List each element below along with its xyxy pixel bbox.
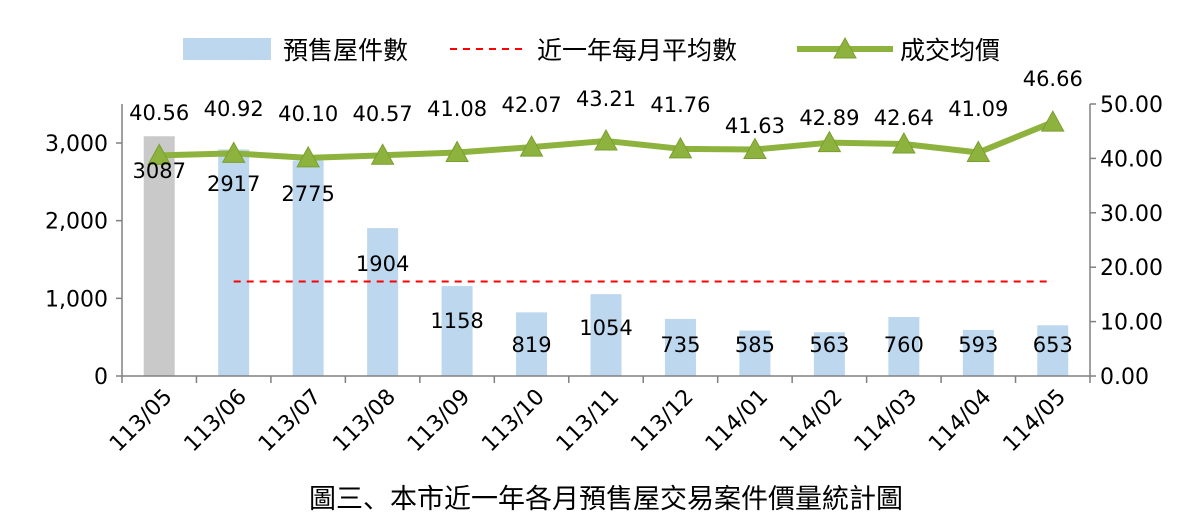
x-tick-label-114-05: 114/05 (999, 385, 1071, 457)
right-tick-label-30: 30.00 (1100, 202, 1163, 227)
price-marker-113-11 (594, 128, 618, 151)
bar-label-113-12: 735 (660, 333, 700, 357)
price-marker-114-04 (966, 140, 991, 162)
price-marker-113-07 (296, 145, 320, 168)
bar-114-04 (962, 329, 994, 376)
left-tick-label-3000: 3,000 (45, 132, 108, 157)
bar-114-02 (813, 332, 845, 376)
chart-caption: 圖三、本市近一年各月預售屋交易案件價量統計圖 (309, 484, 903, 515)
x-tick-label-113-12: 113/12 (626, 385, 698, 457)
bar-data-labels: 3087 2917 2775 1904 1158 819 1054 735 585 563 760 5… (133, 159, 1073, 357)
price-marker-113-12 (668, 136, 693, 159)
bar-113-12 (664, 318, 696, 376)
legend-marker-triangle (833, 36, 857, 59)
right-tick-label-10: 10.00 (1100, 311, 1163, 336)
bar-113-09 (441, 286, 473, 376)
bar-114-05 (1037, 325, 1069, 376)
price-marker-114-02 (817, 130, 842, 153)
x-tick-label-113-06: 113/06 (180, 385, 252, 457)
bar-label-113-06: 2917 (207, 172, 260, 196)
x-tick-label-114-02: 114/02 (775, 385, 847, 457)
left-tick-label-0: 0 (94, 365, 108, 390)
plot-area: 3087 2917 2775 1904 1158 819 1054 735 585 563 760 5… (129, 67, 1083, 376)
legend-label-bar: 預售屋件數 (283, 36, 408, 65)
price-marker-114-03 (892, 132, 916, 154)
bar-label-113-09: 1158 (430, 309, 483, 333)
left-tick-label-1000: 1,000 (45, 287, 108, 312)
price-line-series (147, 110, 1065, 168)
x-tick-label-113-10: 113/10 (477, 385, 549, 457)
price-label-113-12: 41.76 (650, 93, 710, 117)
x-tick-label-114-01: 114/01 (701, 385, 773, 457)
price-marker-114-01 (743, 137, 767, 160)
bar-label-114-01: 585 (735, 333, 775, 357)
price-label-113-05: 40.56 (129, 101, 189, 125)
price-marker-113-08 (370, 143, 395, 165)
x-tick-label-113-05: 113/05 (105, 385, 177, 457)
price-label-114-04: 41.09 (948, 97, 1008, 121)
price-label-113-06: 40.92 (204, 97, 264, 121)
bar-114-01 (739, 330, 771, 376)
price-label-114-05: 46.66 (1023, 67, 1083, 91)
bar-113-08 (367, 228, 399, 376)
bar-113-11 (590, 294, 622, 376)
price-marker-113-06 (221, 141, 246, 163)
price-label-113-10: 42.07 (501, 93, 561, 117)
price-data-labels: 40.56 40.92 40.10 40.57 41.08 42.07 43.21 41.76… (129, 67, 1083, 138)
price-label-114-02: 42.89 (799, 106, 859, 130)
bar-label-113-05: 3087 (133, 159, 186, 183)
right-tick-label-0: 0.00 (1100, 365, 1149, 390)
legend-label-dashed: 近一年每月平均數 (537, 36, 737, 65)
price-marker-113-10 (519, 135, 544, 157)
price-label-113-11: 43.21 (576, 87, 636, 111)
price-label-113-09: 41.08 (427, 97, 487, 121)
x-tick-label-113-08: 113/08 (328, 385, 400, 457)
bar-label-113-07: 2775 (281, 182, 334, 206)
legend-swatch-bar (183, 38, 271, 60)
left-tick-label-2000: 2,000 (45, 210, 108, 235)
bar-label-113-08: 1904 (356, 252, 409, 276)
price-label-113-08: 40.57 (353, 102, 413, 126)
x-tick-label-114-04: 114/04 (924, 385, 996, 457)
bar-label-114-05: 653 (1033, 333, 1073, 357)
price-label-113-07: 40.10 (278, 102, 338, 126)
bar-label-113-10: 819 (511, 333, 551, 357)
price-marker-114-05 (1040, 110, 1065, 132)
price-marker-113-05 (147, 143, 172, 165)
right-tick-label-20: 20.00 (1100, 256, 1163, 281)
legend: 預售屋件數 近一年每月平均數 成交均價 (183, 36, 1000, 65)
bar-113-05 (143, 136, 175, 376)
price-marker-113-09 (445, 140, 469, 163)
bar-label-113-11: 1054 (579, 316, 632, 340)
bar-series (143, 136, 1069, 376)
bar-label-114-02: 563 (809, 333, 849, 357)
x-tick-label-113-09: 113/09 (403, 385, 475, 457)
right-tick-label-50: 50.00 (1100, 93, 1163, 118)
bar-113-07 (292, 160, 324, 376)
bar-label-114-03: 760 (884, 333, 924, 357)
price-label-114-01: 41.63 (725, 114, 785, 138)
bar-114-03 (888, 316, 920, 376)
right-tick-label-40: 40.00 (1100, 147, 1163, 172)
bar-label-114-04: 593 (958, 333, 998, 357)
x-tick-label-114-03: 114/03 (850, 385, 922, 457)
x-tick-label-113-11: 113/11 (552, 385, 624, 457)
x-tick-label-113-07: 113/07 (254, 385, 326, 457)
price-label-114-03: 42.64 (874, 106, 934, 130)
bar-113-06 (218, 149, 250, 376)
bar-113-10 (516, 312, 548, 376)
legend-label-line: 成交均價 (900, 36, 1000, 65)
